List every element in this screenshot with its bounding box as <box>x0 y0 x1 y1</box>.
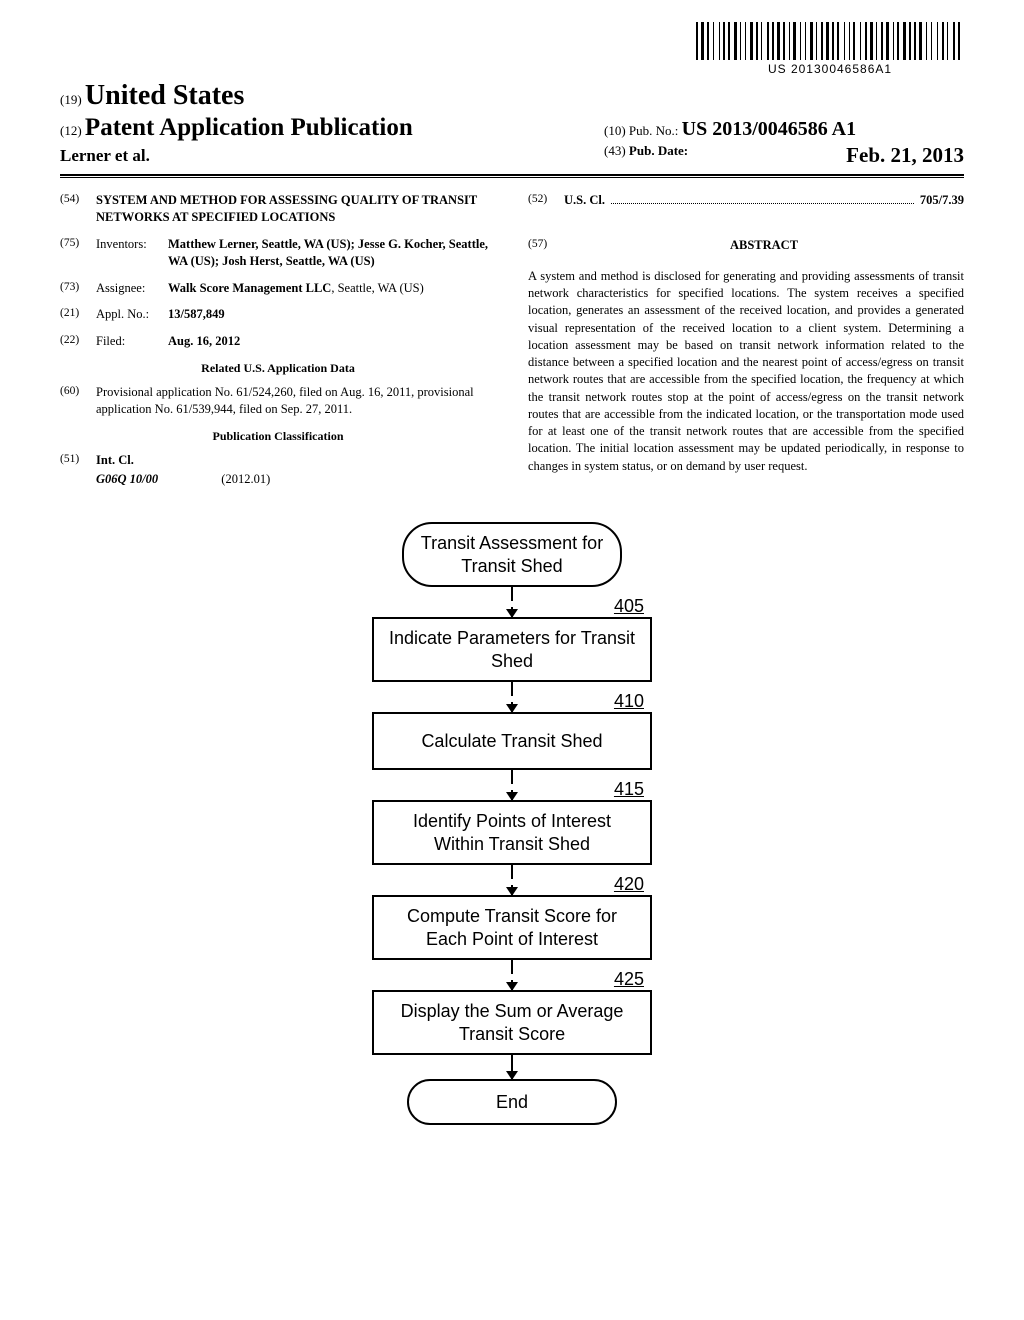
provisional-field: (60) Provisional application No. 61/524,… <box>60 384 496 418</box>
flowchart-node-end: End <box>407 1079 617 1125</box>
pub-no-label: Pub. No.: <box>629 123 678 138</box>
int-cl-date: (2012.01) <box>221 472 270 486</box>
flowchart-node-n415: Identify Points of Interest Within Trans… <box>372 800 652 865</box>
int-cl-value: G06Q 10/00 (2012.01) <box>96 471 496 488</box>
appl-no-value: 13/587,849 <box>168 306 496 323</box>
abstract-header-row: (57) ABSTRACT <box>528 237 964 264</box>
flowchart-node-start: Transit Assessment for Transit Shed <box>402 522 622 587</box>
assignee-field: (73) Assignee: Walk Score Management LLC… <box>60 280 496 297</box>
flowchart-node-n425: Display the Sum or Average Transit Score… <box>372 990 652 1055</box>
flowchart-arrow <box>511 885 513 895</box>
flowchart-figure: Transit Assessment for Transit Shed Indic… <box>60 522 964 1125</box>
pub-class-heading: Publication Classification <box>60 428 496 444</box>
us-cl-row: U.S. Cl. 705/7.39 <box>564 192 964 209</box>
assignee-code: (73) <box>60 280 96 297</box>
header-rule-thick <box>60 174 964 176</box>
doc-type: Patent Application Publication <box>85 114 413 141</box>
header-country-line: (19) United States <box>60 80 964 112</box>
inventors-label: Inventors: <box>96 236 168 270</box>
flowchart-arrow <box>511 980 513 990</box>
flowchart-label-405: 405 <box>614 595 644 618</box>
inventors-field: (75) Inventors: Matthew Lerner, Seattle,… <box>60 236 496 270</box>
provisional-code: (60) <box>60 384 96 418</box>
pub-date-line: (43) Pub. Date: Feb. 21, 2013 <box>604 143 964 168</box>
barcode-graphic <box>696 22 964 60</box>
left-column: (54) SYSTEM AND METHOD FOR ASSESSING QUA… <box>60 192 496 498</box>
int-cl-label: Int. Cl. <box>96 452 496 469</box>
assignee-value: Walk Score Management LLC, Seattle, WA (… <box>168 280 496 297</box>
abstract-text: A system and method is disclosed for gen… <box>528 268 964 475</box>
pub-no-line: (10) Pub. No.: US 2013/0046586 A1 <box>604 118 964 141</box>
country-code: (19) <box>60 92 82 107</box>
flowchart-arrow <box>511 702 513 712</box>
flowchart-node-n420: Compute Transit Score for Each Point of … <box>372 895 652 960</box>
appl-no-field: (21) Appl. No.: 13/587,849 <box>60 306 496 323</box>
bibliographic-columns: (54) SYSTEM AND METHOD FOR ASSESSING QUA… <box>60 192 964 498</box>
flowchart-arrow <box>511 1069 513 1079</box>
pub-date-code: (43) <box>604 143 626 158</box>
dotted-leader <box>611 194 914 204</box>
pub-no-code: (10) <box>604 123 626 138</box>
abstract-code: (57) <box>528 237 564 264</box>
header-doc-type-line: (12) Patent Application Publication <box>60 114 413 142</box>
abstract-heading: ABSTRACT <box>564 237 964 254</box>
int-cl-field: (51) Int. Cl. <box>60 452 496 469</box>
barcode-text: US 20130046586A1 <box>696 62 964 76</box>
filed-field: (22) Filed: Aug. 16, 2012 <box>60 333 496 350</box>
inventors-value: Matthew Lerner, Seattle, WA (US); Jesse … <box>168 236 496 270</box>
pub-date-value: Feb. 21, 2013 <box>846 143 964 168</box>
invention-title: SYSTEM AND METHOD FOR ASSESSING QUALITY … <box>96 192 496 226</box>
related-data-heading: Related U.S. Application Data <box>60 360 496 376</box>
right-column: (52) U.S. Cl. 705/7.39 (57) ABSTRACT A s… <box>528 192 964 498</box>
header-rule-thin <box>60 177 964 178</box>
flowchart-label-415: 415 <box>614 778 644 801</box>
authors-line: Lerner et al. <box>60 146 413 166</box>
document-header: (19) United States (12) Patent Applicati… <box>60 80 964 178</box>
country-name: United States <box>85 80 244 111</box>
pub-no-value: US 2013/0046586 A1 <box>682 118 856 140</box>
int-cl-value-row: G06Q 10/00 (2012.01) <box>60 471 496 488</box>
flowchart-arrow <box>511 607 513 617</box>
provisional-text: Provisional application No. 61/524,260, … <box>96 384 496 418</box>
int-cl-code: (51) <box>60 452 96 469</box>
appl-label: Appl. No.: <box>96 306 168 323</box>
filed-code: (22) <box>60 333 96 350</box>
us-cl-field: (52) U.S. Cl. 705/7.39 <box>528 192 964 209</box>
barcode-section: US 20130046586A1 <box>696 22 964 76</box>
flowchart-node-n410: Calculate Transit Shed410 <box>372 712 652 770</box>
pub-date-label: Pub. Date: <box>629 143 688 158</box>
inventors-code: (75) <box>60 236 96 270</box>
us-cl-value: 705/7.39 <box>920 192 964 209</box>
flowchart-arrow <box>511 790 513 800</box>
filed-value: Aug. 16, 2012 <box>168 333 496 350</box>
title-field: (54) SYSTEM AND METHOD FOR ASSESSING QUA… <box>60 192 496 226</box>
us-cl-label: U.S. Cl. <box>564 192 605 209</box>
us-cl-code: (52) <box>528 192 564 209</box>
flowchart-label-425: 425 <box>614 968 644 991</box>
doc-type-code: (12) <box>60 123 82 138</box>
flowchart-label-420: 420 <box>614 873 644 896</box>
flowchart-node-n405: Indicate Parameters for Transit Shed405 <box>372 617 652 682</box>
filed-label: Filed: <box>96 333 168 350</box>
appl-code: (21) <box>60 306 96 323</box>
title-code: (54) <box>60 192 96 226</box>
flowchart-label-410: 410 <box>614 690 644 713</box>
int-cl-class: G06Q 10/00 <box>96 472 158 486</box>
assignee-label: Assignee: <box>96 280 168 297</box>
